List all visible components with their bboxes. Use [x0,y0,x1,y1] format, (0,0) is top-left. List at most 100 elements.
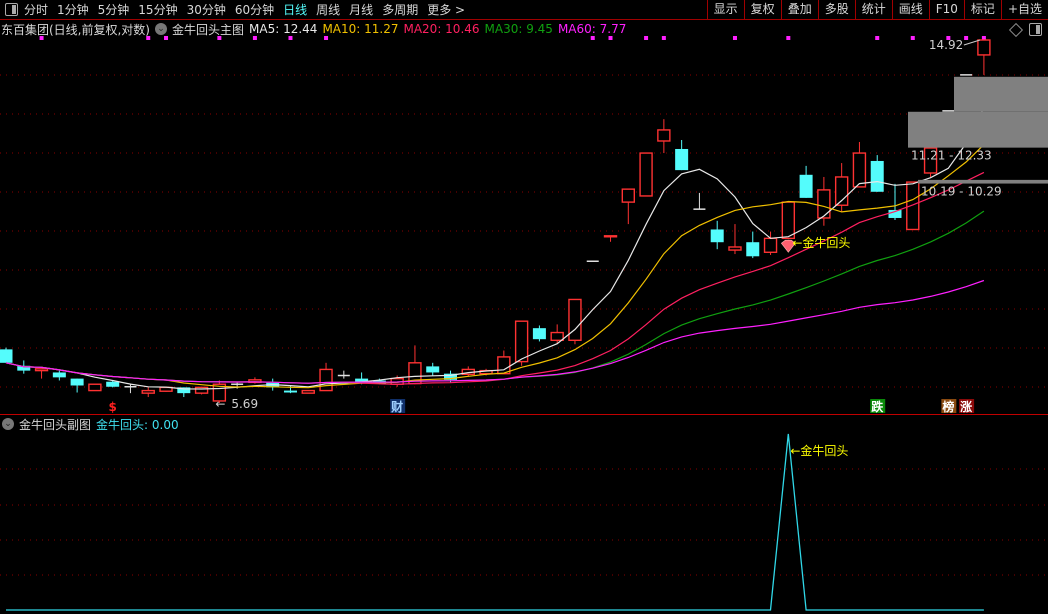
signal-dot [981,36,986,40]
ma-label: MA60: 7.77 [557,22,627,36]
event-mark[interactable]: $ [109,400,117,414]
period-tab[interactable]: 更多 > [427,3,466,17]
candle-body [177,387,191,394]
candle-body [70,378,84,386]
candle-body [799,174,813,198]
period-tab[interactable]: 月线 [349,3,374,17]
signal-dot [875,36,880,40]
indicator-dropdown-icon[interactable]: ⌄ [155,23,167,35]
panel-toggle-icon[interactable] [1029,23,1042,36]
sub-indicator-value: 金牛回头: 0.00 [96,417,179,432]
candle-body [355,378,369,382]
chip-band [908,111,1048,148]
period-tab[interactable]: 15分钟 [138,3,178,17]
candle-body [514,320,529,363]
candle-body [283,390,297,393]
sub-indicator-dropdown-icon[interactable]: ⌄ [2,418,14,430]
period-tab[interactable]: 30分钟 [186,3,226,17]
toolbar-button[interactable]: 多股 [817,0,855,19]
chip-band-label: 10.19 - 10.29 [921,185,1002,199]
period-tab[interactable]: 1分钟 [57,3,89,17]
signal-dot [217,36,222,40]
sub-chart-header: ⌄ 金牛回头副图 金牛回头: 0.00 [0,416,184,432]
candle-body [319,368,333,392]
toolbar-button[interactable]: 叠加 [780,0,818,19]
stock-title: 东百集团(日线,前复权,对数) [1,22,150,37]
chart-corner-icons [1008,22,1042,37]
diamond-icon[interactable] [1008,22,1024,37]
candle-body [781,201,796,240]
period-tab[interactable]: 分时 [24,3,49,17]
candle-body [106,381,120,387]
period-tab[interactable]: 5分钟 [97,3,130,17]
candle-body [923,147,938,174]
candle-body [34,368,49,372]
candle-body [977,39,991,56]
candle-body [639,152,653,197]
candle-body [675,148,689,171]
ma-label: MA30: 9.45 [484,22,553,36]
period-tab[interactable]: 多周期 [382,3,419,17]
period-tab[interactable]: 周线 [316,3,341,17]
low-price-label: 5.69 [231,397,258,411]
candle-body [17,365,31,371]
signal-dot [910,36,915,40]
signal-dot [590,36,595,40]
candle-body [0,349,13,363]
ma5-line [5,107,985,390]
event-mark[interactable]: 榜 [942,399,954,414]
high-pointer [963,39,981,46]
signal-dot [786,36,791,40]
signal-dot [661,36,666,40]
toolbar-button[interactable]: 复权 [743,0,781,19]
candle-body [550,331,564,342]
signal-dot [39,36,44,40]
toolbar-button[interactable]: F10 [928,0,964,19]
event-mark-bg [105,399,121,413]
signal-dot [288,36,293,40]
event-mark[interactable]: 财 [390,399,403,414]
indicator-name[interactable]: 金牛回头主图 [172,22,245,37]
sub-signal-label: ←金牛回头 [790,443,848,458]
chip-band-label: 11.21 - 12.33 [911,149,992,163]
tool-buttons: 显示 复权 叠加 多股 统计 画线 F10 标记 +自选 [706,0,1048,19]
event-mark[interactable]: 涨 [960,399,972,414]
sub-signal-line [6,433,984,611]
candle-body [568,298,582,342]
candle-body [870,160,884,192]
ma-label: MA20: 10.46 [403,22,480,36]
event-mark-bg [959,399,975,413]
candle-body [852,152,867,188]
signal-dot [164,36,169,40]
chip-band [954,76,1048,112]
toolbar-button[interactable]: 标记 [963,0,1001,19]
candle-body [52,372,66,378]
period-tab[interactable]: 60分钟 [234,3,275,17]
toolbar-button[interactable]: 统计 [854,0,892,19]
signal-dot [146,36,151,40]
candle-body [194,386,209,394]
sub-indicator-name[interactable]: 金牛回头副图 [19,417,92,432]
toolbar-button[interactable]: +自选 [1000,0,1048,19]
candle-body [746,242,760,257]
candle-body [444,373,457,380]
candle-body [426,366,440,373]
event-mark-bg [870,399,886,413]
candle-body [301,389,315,394]
event-mark-bg [941,399,957,413]
candle-body [763,237,778,253]
toolbar-button[interactable]: 显示 [706,0,744,19]
event-mark-bg [390,399,406,413]
signal-label: ←金牛回头 [792,235,850,250]
candle-body [657,129,671,142]
sidebar-toggle-icon[interactable] [5,3,18,16]
candle-body [603,235,618,238]
ma-legend: MA5: 12.44 MA10: 11.27 MA20: 10.46 MA30: 9.… [249,22,631,36]
signal-dot [964,36,969,40]
period-tabs: 分时 1分钟 5分钟 15分钟 30分钟 60分钟 日线 周线 月线 多周期 更多 > [24,1,465,18]
toolbar-button[interactable]: 画线 [891,0,929,19]
period-tab[interactable]: 日线 [283,3,308,17]
event-mark[interactable]: 跌 [871,399,884,414]
candle-body [728,246,742,251]
